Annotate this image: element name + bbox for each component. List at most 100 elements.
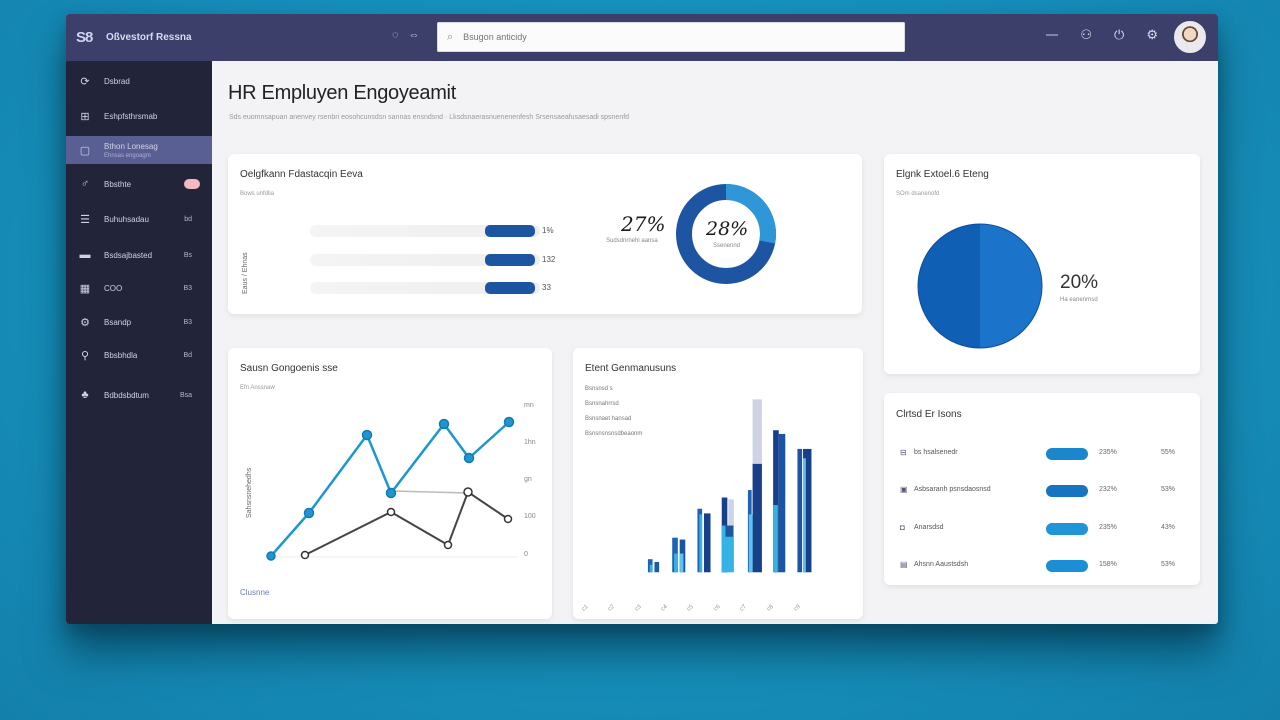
- app-logo: S8: [76, 29, 93, 46]
- donut-caption: Ssenennd: [713, 243, 741, 249]
- row-value: 232%: [1099, 486, 1117, 493]
- sidebar-item-label: COO: [104, 283, 123, 293]
- list-item[interactable]: ▤ Ahsnn Aaustsdsh 158% 53%: [896, 558, 1186, 574]
- minimize-icon[interactable]: [1046, 34, 1059, 36]
- card-subtitle: Efn Anssnaw: [240, 385, 275, 391]
- hbar-fill: [485, 282, 535, 294]
- sidebar-item-label: Eshpfsthrsmab: [104, 111, 158, 121]
- row-label: Anarsdsd: [914, 524, 944, 531]
- page-subtitle: Sds euomnsapuan anenvey rsenbri eosohcun…: [229, 114, 630, 121]
- list-item[interactable]: ◘ Anarsdsd 235% 43%: [896, 521, 1186, 537]
- sidebar-badge: B3: [183, 318, 192, 326]
- notifications-icon[interactable]: ⚇: [1080, 27, 1093, 42]
- sidebar-item-label: Bsandp: [104, 317, 132, 327]
- list-icon: ☰: [80, 213, 90, 226]
- refresh-icon[interactable]: ◌: [392, 29, 399, 41]
- hbar-value: 33: [542, 283, 551, 292]
- grid-icon: ▦: [79, 282, 91, 295]
- list-item[interactable]: ⊟ bs hsalsenedr 235% 55%: [896, 446, 1186, 462]
- legend-item: Bsnsnaet hansad: [585, 416, 632, 422]
- search-input[interactable]: [463, 32, 864, 42]
- sidebar-item-label: Bsdsajbasted: [104, 250, 153, 260]
- legend-item: Bsnsnsd s: [585, 386, 613, 392]
- card-subtitle: Bows unfdlia: [240, 191, 275, 197]
- row-bar: [1046, 560, 1088, 572]
- app-window: S8 Oßvestorf Ressna ◌ ⇔ ⌕ ⚇ ⏻ ⚙ ⟳ Dsbrad…: [66, 14, 1218, 624]
- brand[interactable]: S8 Oßvestorf Ressna: [76, 29, 192, 46]
- notification-pill: [184, 179, 200, 189]
- row-icon: ▤: [900, 560, 908, 569]
- search-bar[interactable]: ⌕: [437, 22, 905, 52]
- y-tick: 0: [524, 551, 528, 558]
- row-value: 235%: [1099, 524, 1117, 531]
- pie-chart: [917, 223, 1043, 349]
- sidebar-item-grid[interactable]: ▦ COO B3: [66, 274, 212, 302]
- user-avatar[interactable]: [1174, 21, 1206, 53]
- sidebar-item-team[interactable]: ♣ Bdbdsbdtum Bsa: [66, 381, 212, 409]
- row-icon: ⊟: [900, 448, 907, 457]
- left-percentage: 27%: [621, 212, 666, 236]
- modules-icon: ⊞: [80, 110, 90, 123]
- link-icon[interactable]: ⇔: [408, 29, 420, 41]
- hbar-track: [310, 225, 540, 237]
- row-value-secondary: 43%: [1161, 524, 1176, 531]
- main-content: HR Empluyen Engoyeamit Sds euomnsapuan a…: [212, 61, 1218, 624]
- row-label: Ahsnn Aaustsdsh: [914, 561, 969, 568]
- engagement-factors-card: Oelgfkann Fdastacqin Eeva Bows unfdlia E…: [228, 154, 862, 314]
- row-value: 235%: [1099, 449, 1117, 456]
- sidebar-item-label: Dsbrad: [104, 76, 130, 86]
- power-icon[interactable]: ⏻: [1114, 27, 1125, 42]
- sidebar-item-modules[interactable]: ⊞ Eshpfsthrsmab: [66, 102, 212, 130]
- sidebar-item-label: Bthon Lonesag: [104, 141, 158, 151]
- settings-icon[interactable]: ⚙: [1146, 27, 1158, 42]
- row-value-secondary: 55%: [1161, 449, 1176, 456]
- chart-footer-link[interactable]: Clusnne: [240, 588, 270, 597]
- sidebar-item-list[interactable]: ☰ Buhuhsadau bd: [66, 205, 212, 233]
- sidebar-item-people[interactable]: ♂ Bbsthte: [66, 170, 212, 198]
- row-icon: ▣: [900, 485, 908, 494]
- breakdown-card: Clrtsd Er Isons ⊟ bs hsalsenedr 235% 55%…: [884, 393, 1200, 585]
- sidebar-badge: bd: [184, 215, 192, 223]
- team-icon: ♣: [81, 389, 89, 401]
- settings-icon: ⚙: [80, 316, 90, 329]
- sidebar-item-sublabel: Ehnsas engoagm: [104, 153, 151, 159]
- card-title: Oelgfkann Fdastacqin Eeva: [240, 169, 363, 180]
- row-value: 158%: [1099, 561, 1117, 568]
- dashboard-icon: ⟳: [80, 75, 90, 88]
- y-tick: mn: [524, 402, 534, 409]
- row-value-secondary: 53%: [1161, 486, 1176, 493]
- search-icon: ⌕: [447, 30, 454, 43]
- top-bar: S8 Oßvestorf Ressna ◌ ⇔ ⌕ ⚇ ⏻ ⚙: [66, 14, 1218, 61]
- row-bar: [1046, 485, 1088, 497]
- row-bar: [1046, 523, 1088, 535]
- y-tick: 1hn: [524, 439, 536, 446]
- hbar-track: [310, 282, 540, 294]
- people-icon: ♂: [80, 178, 90, 190]
- hbar-value: 132: [542, 255, 556, 264]
- sidebar-item-label: Bbsthte: [104, 179, 132, 189]
- list-item[interactable]: ▣ Asbsaranh psnsdaosnsd 232% 53%: [896, 483, 1186, 499]
- sidebar-item-engagement[interactable]: ▢ Bthon Lonesag Ehnsas engoagm: [66, 136, 212, 164]
- y-tick: 100: [524, 513, 536, 520]
- sidebar-item-chart[interactable]: ▬ Bsdsajbasted Bs: [66, 241, 212, 269]
- left-caption: Sudsdnrnehi aansa: [606, 238, 658, 244]
- card-title: Etent Genmanusuns: [585, 363, 677, 374]
- hbar-fill: [485, 254, 535, 266]
- row-label: Asbsaranh psnsdaosnsd: [914, 486, 991, 493]
- line-chart-card: Sausn Gongoenis sse Efn Anssnaw Sahsnsne…: [228, 348, 552, 619]
- sidebar-item-settings[interactable]: ⚙ Bsandp B3: [66, 308, 212, 336]
- bar-chart-card: Etent Genmanusuns Bsnsnsd s Bsnsnahrrsd …: [573, 348, 863, 619]
- sidebar-item-user[interactable]: ⚲ Bbsbhdla Bd: [66, 341, 212, 369]
- pie-percentage: 20%: [1060, 272, 1099, 293]
- sidebar-badge: Bs: [183, 251, 192, 259]
- sidebar-item-dashboard[interactable]: ⟳ Dsbrad: [66, 67, 212, 95]
- sidebar: ⟳ Dsbrad ⊞ Eshpfsthrsmab ▢ Bthon Lonesag…: [66, 61, 212, 624]
- hbar-track: [310, 254, 540, 266]
- axis-label: Eaus / Ehnas: [242, 252, 249, 294]
- row-label: bs hsalsenedr: [914, 449, 958, 456]
- card-title: Sausn Gongoenis sse: [240, 363, 338, 374]
- pie-caption: Ha eanenrnsd: [1060, 297, 1098, 303]
- page-title: HR Empluyen Engoyeamit: [228, 82, 456, 104]
- card-title: Elgnk Extoel.6 Eteng: [896, 169, 989, 180]
- app-name: Oßvestorf Ressna: [106, 32, 192, 43]
